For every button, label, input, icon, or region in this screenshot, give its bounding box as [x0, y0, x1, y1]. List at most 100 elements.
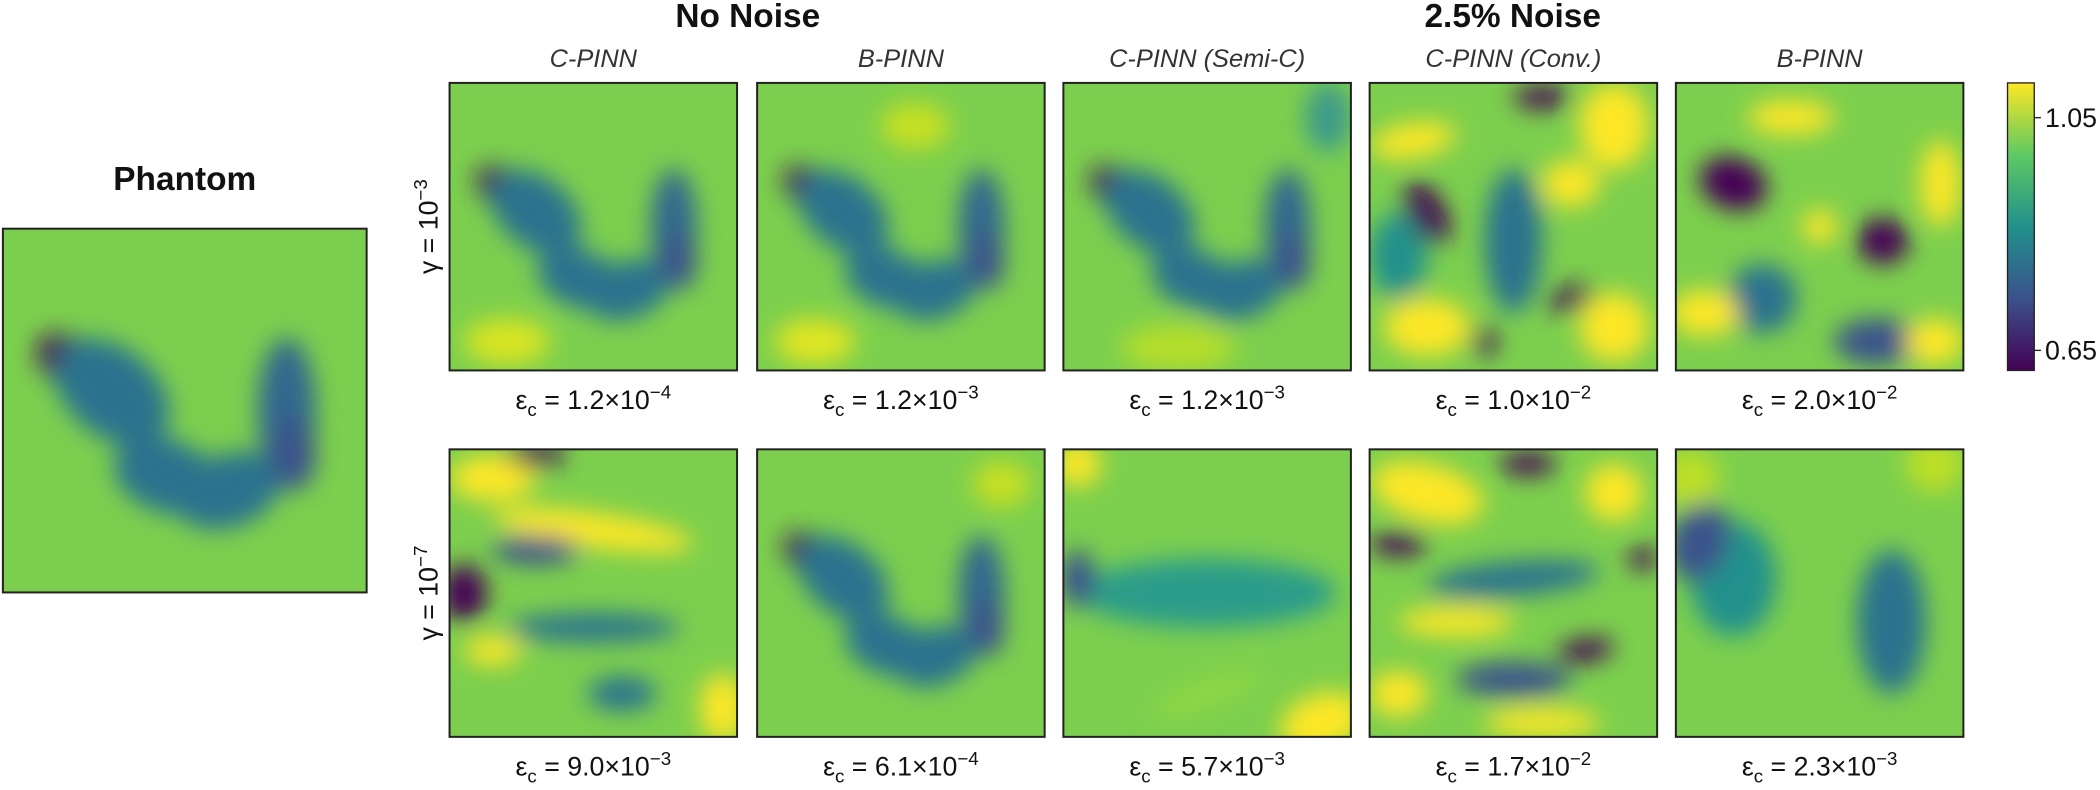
blob	[1556, 638, 1614, 663]
error-label: εc = 5.7×10−3	[1129, 748, 1285, 785]
gamma-exponent: −3	[410, 179, 431, 200]
error-subscript: c	[1447, 399, 1456, 420]
error-subscript: c	[527, 399, 536, 420]
panel-frame	[448, 448, 739, 738]
blob	[1747, 100, 1834, 135]
error-exponent: −3	[650, 748, 671, 769]
column-header: B-PINN	[858, 45, 945, 73]
blob	[1484, 708, 1600, 737]
error-label: εc = 1.0×10−2	[1436, 382, 1592, 420]
blob	[1513, 85, 1571, 109]
blob	[699, 673, 738, 737]
blob	[175, 451, 282, 530]
column-header: C-PINN (Conv.)	[1425, 45, 1601, 73]
error-label: εc = 9.0×10−3	[516, 748, 672, 785]
group-title: No Noise	[675, 0, 820, 35]
error-label: εc = 1.2×10−3	[1129, 382, 1285, 420]
blob	[1920, 140, 1961, 227]
column-header: C-PINN (Semi-C)	[1109, 45, 1305, 73]
blob	[1063, 449, 1101, 487]
panel-frame	[1674, 448, 1965, 738]
colorbar-label: 1.05	[2045, 103, 2097, 133]
panel-frame	[1062, 448, 1352, 738]
error-text: = 1.2×10	[844, 385, 957, 415]
heatmap-blobs	[1090, 82, 1351, 371]
blob	[1369, 532, 1428, 556]
error-subscript: c	[1754, 765, 1763, 785]
blob	[492, 535, 579, 565]
panel-frame	[1368, 81, 1659, 372]
blob	[797, 536, 889, 622]
blob	[507, 613, 680, 642]
blob	[1104, 169, 1196, 255]
panel-frame	[756, 448, 1046, 738]
blob	[1628, 547, 1658, 571]
gamma-text: γ = 10	[414, 567, 444, 641]
error-subscript: c	[1447, 765, 1456, 785]
error-text: = 9.0×10	[537, 752, 650, 782]
error-label: εc = 1.2×10−4	[516, 382, 672, 420]
error-symbol: ε	[1436, 385, 1448, 415]
error-text: = 1.2×10	[537, 385, 650, 415]
error-symbol: ε	[1742, 385, 1754, 415]
blob	[1199, 259, 1284, 321]
blob	[1369, 670, 1428, 717]
heatmap	[449, 82, 738, 371]
error-text: = 2.3×10	[1763, 752, 1876, 782]
panel-frame	[1, 227, 368, 594]
blob	[1579, 82, 1649, 170]
blob	[662, 232, 697, 290]
blob	[272, 417, 316, 491]
column-header: B-PINN	[1777, 45, 1864, 73]
heatmap	[757, 449, 1045, 737]
blob	[449, 455, 536, 502]
heatmap-blobs	[774, 103, 1005, 365]
heatmap-blobs	[463, 166, 697, 365]
error-label: εc = 6.1×10−4	[823, 748, 979, 785]
phantom-title: Phantom	[113, 161, 256, 198]
heatmap	[1675, 82, 1964, 371]
blob	[1371, 460, 1484, 524]
gamma-label: γ = 10−3	[410, 179, 444, 274]
colorbar	[2006, 82, 2035, 372]
blob	[1727, 264, 1797, 334]
error-symbol: ε	[823, 752, 835, 782]
blob	[880, 103, 950, 150]
error-exponent: −3	[1876, 748, 1897, 769]
error-exponent: −4	[650, 382, 671, 403]
column-header: C-PINN	[550, 45, 638, 73]
blob	[587, 676, 657, 711]
heatmap-blobs	[1063, 449, 1351, 737]
blob	[1455, 662, 1571, 697]
heatmap-blobs	[37, 334, 316, 530]
blob	[893, 259, 978, 321]
blob	[1585, 463, 1643, 522]
blob	[774, 318, 855, 365]
panel-frame	[1062, 81, 1352, 372]
blob	[1542, 160, 1600, 207]
blob	[1484, 169, 1543, 313]
heatmap	[1063, 82, 1351, 371]
error-exponent: −2	[1570, 748, 1591, 769]
blob	[463, 318, 551, 365]
error-exponent: −4	[957, 748, 978, 769]
heatmap	[2, 228, 367, 593]
blob	[1383, 298, 1471, 357]
error-label: εc = 2.3×10−3	[1742, 748, 1898, 785]
blob	[586, 259, 670, 321]
blob	[972, 460, 1031, 507]
blob	[1802, 209, 1837, 244]
blob	[893, 625, 978, 688]
gamma-label: γ = 10−7	[410, 546, 444, 641]
error-subscript: c	[835, 399, 844, 420]
blob	[1152, 669, 1262, 718]
error-symbol: ε	[1129, 385, 1141, 415]
heatmap-blobs	[1675, 449, 1964, 694]
blob	[507, 449, 565, 467]
error-subscript: c	[835, 765, 844, 785]
gamma-text: γ = 10	[414, 201, 444, 275]
blob	[449, 564, 487, 622]
heatmap-blobs	[784, 460, 1031, 688]
blob	[1499, 452, 1557, 476]
